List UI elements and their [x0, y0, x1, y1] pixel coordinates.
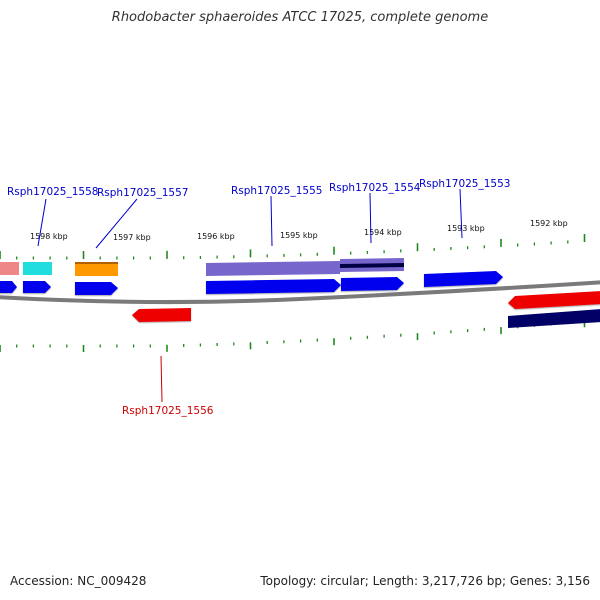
cds-arrow-rsph17025-1555	[206, 279, 341, 294]
callout-line-rsph17025-1557	[95, 198, 138, 249]
kbp-label-1592: 1592 kbp	[530, 219, 568, 228]
accession-text: Accession: NC_009428	[10, 574, 147, 588]
outer-tick-ring	[0, 234, 586, 260]
gene-label-rsph17025-1554[interactable]: Rsph17025_1554	[329, 182, 421, 194]
feature-block-orange-edge	[75, 262, 118, 264]
callout-line-rsph17025-1553	[459, 188, 463, 239]
callout-line-rsph17025-1554	[369, 192, 372, 244]
gene-label-rsph17025-1555[interactable]: Rsph17025_1555	[231, 185, 322, 197]
gene-label-rsph17025-1557[interactable]: Rsph17025_1557	[97, 187, 188, 199]
feature-block-navy	[508, 309, 600, 328]
feature-block-pink	[0, 262, 19, 275]
cds-arrow-rsph17025-1554	[341, 277, 404, 291]
forward-cds-track	[0, 271, 503, 295]
kbp-label-1598: 1598 kbp	[30, 232, 68, 241]
outer-feature-track	[0, 258, 404, 276]
map-title: Rhodobacter sphaeroides ATCC 17025, comp…	[111, 10, 489, 25]
cds-arrow-rsph17025-1557	[75, 282, 118, 295]
gene-label-rsph17025-1556[interactable]: Rsph17025_1556	[122, 405, 214, 417]
cds-arrow-rsph17025-1556	[132, 308, 191, 322]
genome-backbone	[0, 280, 600, 305]
genome-summary-text: Topology: circular; Length: 3,217,726 bp…	[260, 574, 590, 588]
kbp-label-1593: 1593 kbp	[447, 224, 485, 233]
reverse-cds-track	[132, 291, 600, 322]
feature-block-purple	[206, 261, 340, 276]
cds-arrow-forward-edge	[0, 281, 17, 293]
inner-tick-ring	[0, 320, 586, 352]
feature-block-orange	[75, 262, 118, 276]
feature-block-cyan	[23, 262, 52, 275]
gene-label-rsph17025-1558[interactable]: Rsph17025_1558	[7, 186, 98, 198]
inner-feature-track	[508, 309, 600, 328]
gene-label-rsph17025-1553[interactable]: Rsph17025_1553	[419, 178, 510, 190]
callout-line-rsph17025-1555	[270, 195, 273, 247]
cds-arrow-rsph17025-1553	[424, 271, 503, 287]
kbp-label-1596: 1596 kbp	[197, 232, 235, 241]
kbp-label-1594: 1594 kbp	[364, 228, 402, 237]
callout-line-rsph17025-1556	[160, 355, 163, 403]
kbp-label-1597: 1597 kbp	[113, 233, 151, 242]
feature-block-dark-band	[340, 263, 404, 268]
cds-arrow-rsph17025-1558	[23, 281, 51, 293]
kbp-label-1595: 1595 kbp	[280, 231, 318, 240]
cds-arrow-reverse-edge	[508, 291, 600, 309]
callout-line-rsph17025-1558	[37, 198, 47, 247]
